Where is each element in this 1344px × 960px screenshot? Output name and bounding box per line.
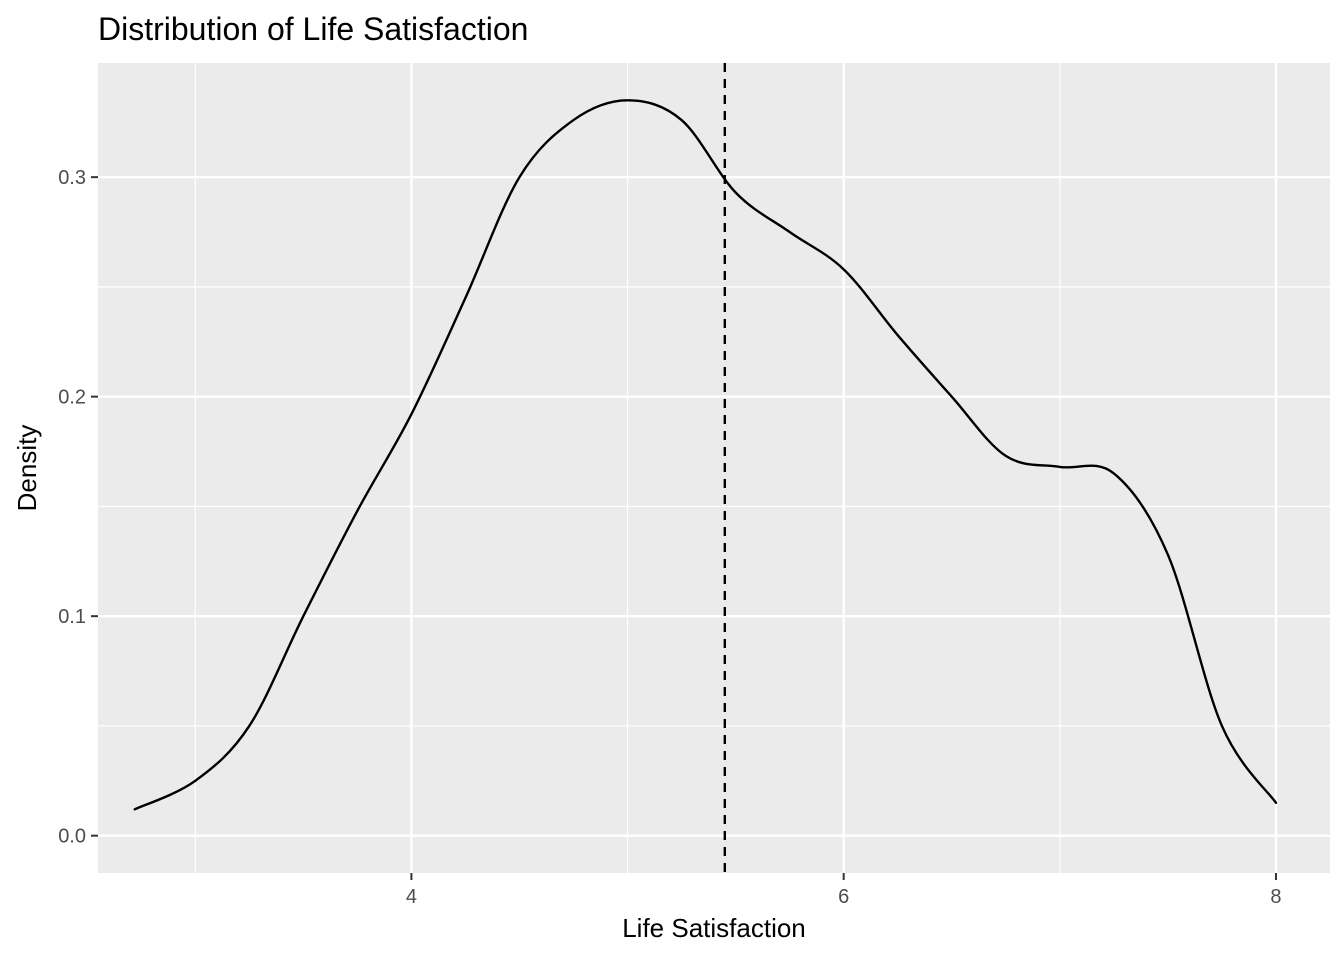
y-axis-title: Density xyxy=(12,425,42,512)
y-tick-label: 0.3 xyxy=(58,167,86,189)
x-tick-label: 6 xyxy=(838,886,849,908)
y-tick-label: 0.2 xyxy=(58,387,86,409)
x-tick-label: 4 xyxy=(406,886,417,908)
x-axis-title: Life Satisfaction xyxy=(622,913,806,943)
marks xyxy=(133,63,1278,873)
y-tick-label: 0.0 xyxy=(58,826,86,848)
y-tick-label: 0.1 xyxy=(58,606,86,628)
plot-panel xyxy=(98,63,1330,873)
chart-title: Distribution of Life Satisfaction xyxy=(98,11,528,47)
density-curve xyxy=(133,99,1278,811)
axis-ticks: 0.0 0.1 0.2 0.3 4 6 8 xyxy=(58,167,1281,908)
x-tick-label: 8 xyxy=(1270,886,1281,908)
